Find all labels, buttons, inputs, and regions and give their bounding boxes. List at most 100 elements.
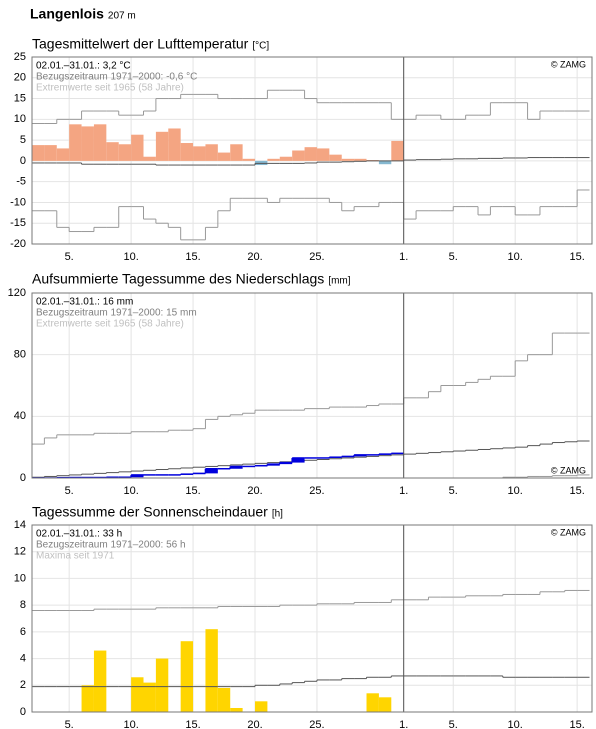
bar: [155, 131, 169, 161]
plot-area: [32, 293, 592, 478]
info-line: Bezugszeitraum 1971–2000: 15 mm: [36, 308, 197, 319]
credit: © ZAMG: [551, 465, 586, 475]
x-tick-label: 20.: [247, 485, 262, 497]
x-tick-label: 1.: [399, 485, 408, 497]
x-tick-label: 1.: [399, 719, 408, 729]
y-tick-label: 0: [20, 706, 26, 718]
x-tick-label: 15.: [185, 485, 200, 497]
bar: [205, 144, 218, 161]
info-line: Maxima seit 1971: [36, 551, 115, 562]
info-line: 02.01.–31.01.: 16 mm: [36, 297, 133, 308]
y-tick-label: 10: [14, 113, 26, 125]
bar: [205, 629, 218, 712]
bar: [217, 687, 231, 712]
y-tick-label: -20: [10, 238, 26, 250]
y-tick-label: 5: [20, 134, 26, 146]
bar: [143, 156, 156, 161]
bar: [143, 682, 156, 712]
bar: [81, 126, 94, 161]
chart-unit: [h]: [272, 509, 283, 520]
x-tick-label: 5.: [449, 485, 458, 497]
x-tick-label: 20.: [247, 251, 262, 263]
bar: [93, 124, 107, 161]
bar: [32, 145, 45, 161]
chart-unit: [°C]: [252, 41, 269, 52]
x-tick-label: 10.: [123, 719, 138, 729]
y-tick-label: 4: [20, 652, 26, 664]
increment-bar: [205, 468, 218, 474]
x-tick-label: 25.: [309, 719, 324, 729]
x-tick-label: 10.: [123, 251, 138, 263]
bar: [378, 160, 392, 165]
bar: [341, 158, 355, 161]
bar: [193, 146, 206, 161]
station-elevation: 207 m: [108, 11, 136, 22]
y-tick-label: -15: [10, 217, 26, 229]
x-tick-label: 10.: [508, 719, 523, 729]
bar: [118, 144, 132, 161]
bar: [131, 134, 144, 161]
x-tick-label: 15.: [185, 719, 200, 729]
station-name: Langenlois: [30, 6, 104, 22]
bar: [304, 147, 317, 161]
info-line: 02.01.–31.01.: 33 h: [36, 529, 122, 540]
y-tick-label: 10: [14, 572, 26, 584]
x-tick-label: 10.: [123, 485, 138, 497]
chart-title: Tagessumme der Sonnenscheindauer: [32, 504, 268, 520]
x-tick-label: 10.: [508, 251, 523, 263]
increment-bar: [354, 454, 367, 457]
plot-frame: [31, 524, 593, 713]
x-tick-label: 5.: [65, 485, 74, 497]
x-tick-label: 20.: [247, 719, 262, 729]
x-tick-label: 5.: [65, 719, 74, 729]
y-tick-label: 14: [14, 519, 26, 531]
bar: [168, 128, 181, 161]
x-tick-label: 15.: [569, 251, 584, 263]
bar: [230, 707, 243, 712]
chart-unit: [mm]: [328, 276, 350, 287]
bar: [255, 701, 268, 712]
bar: [81, 685, 94, 712]
plot-area: [32, 525, 592, 712]
bar: [106, 142, 119, 161]
y-tick-label: 20: [14, 72, 26, 84]
y-tick-label: 0: [20, 472, 26, 484]
bar: [366, 693, 379, 712]
info-line: Bezugszeitraum 1971–2000: -0,6 °C: [36, 72, 197, 83]
bar: [354, 158, 367, 161]
y-tick-label: 8: [20, 599, 26, 611]
y-tick-label: 120: [8, 287, 26, 299]
bar: [217, 152, 231, 161]
bar: [378, 697, 392, 712]
y-tick-label: 40: [14, 410, 26, 422]
increment-bar: [230, 466, 243, 469]
bar: [131, 677, 144, 712]
x-tick-label: 25.: [309, 251, 324, 263]
increment-bar: [292, 457, 305, 463]
info-line: Extremwerte seit 1965 (58 Jahre): [36, 83, 184, 94]
bar: [56, 148, 70, 161]
bar: [391, 140, 404, 161]
plot-frame: [31, 56, 593, 245]
x-tick-label: 10.: [508, 485, 523, 497]
x-tick-label: 5.: [65, 251, 74, 263]
y-tick-label: -5: [16, 176, 26, 188]
bar: [279, 156, 293, 161]
x-tick-label: 15.: [569, 485, 584, 497]
bar: [69, 124, 82, 161]
increment-bar: [279, 462, 293, 465]
info-line: Extremwerte seit 1965 (58 Jahre): [36, 319, 184, 330]
y-tick-label: 25: [14, 51, 26, 63]
x-tick-label: 25.: [309, 485, 324, 497]
y-tick-label: 6: [20, 626, 26, 638]
credit: © ZAMG: [551, 59, 586, 69]
bar: [93, 650, 107, 712]
chart-title: Tagesmittelwert der Lufttemperatur: [32, 36, 249, 52]
increment-bar: [131, 474, 144, 478]
info-line: Bezugszeitraum 1971–2000: 56 h: [36, 540, 186, 551]
plot: [32, 57, 592, 244]
bar: [180, 641, 194, 712]
y-tick-label: 80: [14, 349, 26, 361]
